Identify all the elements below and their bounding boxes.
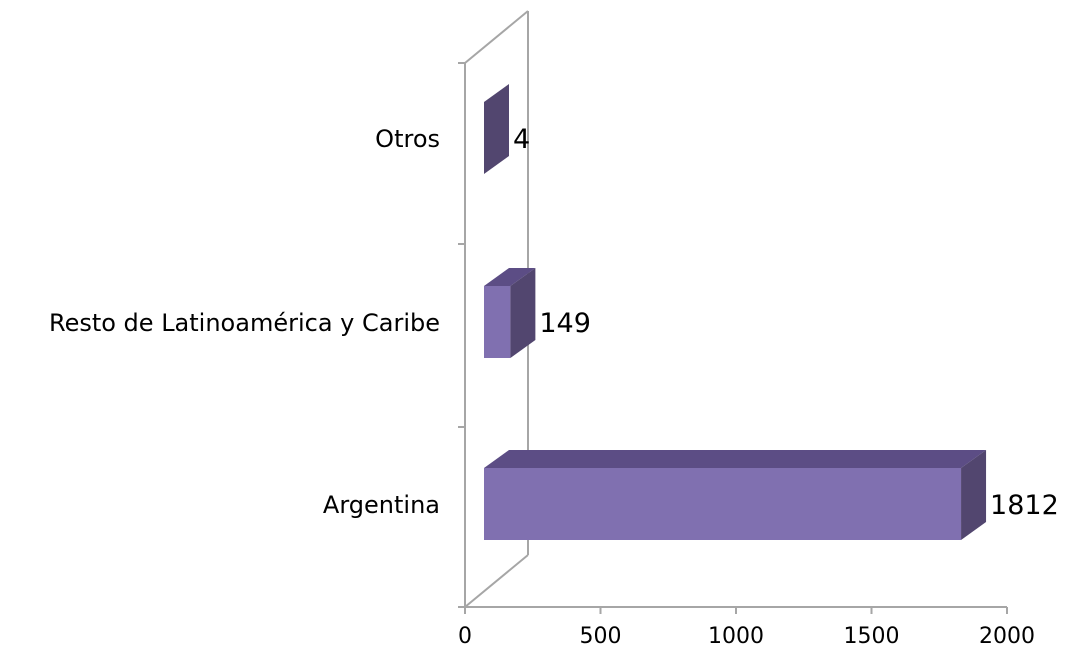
bar-side (961, 450, 987, 540)
bar-front (484, 286, 511, 358)
frame-top-edge (464, 10, 529, 64)
category-label: Otros (375, 125, 440, 153)
x-tick-label: 0 (458, 624, 472, 649)
data-label: 4 (513, 124, 530, 155)
category-label: Resto de Latinoamérica y Caribe (49, 309, 440, 337)
x-tick-label: 2000 (979, 624, 1035, 649)
bar-front (484, 468, 962, 540)
data-label: 1812 (990, 490, 1059, 521)
bar-top (484, 450, 987, 468)
bar-side (484, 84, 509, 174)
x-tick-label: 1000 (708, 624, 764, 649)
bar-side (510, 268, 536, 358)
x-tick-label: 1500 (844, 624, 900, 649)
bar-top (484, 268, 536, 286)
data-label: 149 (539, 308, 591, 339)
category-label: Argentina (323, 491, 440, 519)
labels-group: 0 500 1000 1500 2000 Otros 4 Resto de Latinoamé… (49, 124, 1059, 649)
bars-group (484, 84, 987, 540)
floor-edge (464, 554, 529, 608)
x-tick-label: 500 (580, 624, 622, 649)
